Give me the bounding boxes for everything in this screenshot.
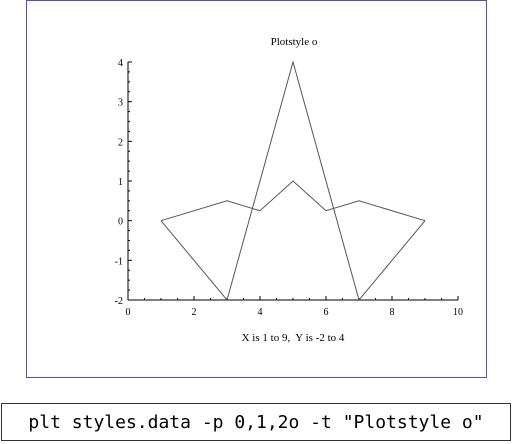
x-axis-ticks: 0 2 4 6 8 10 — [126, 296, 464, 318]
y-tick-label-0: 0 — [118, 217, 123, 228]
y-tick-label-2: 2 — [118, 137, 123, 148]
y-tick-label-3: 3 — [118, 98, 123, 109]
x-tick-label-4: 4 — [258, 307, 263, 318]
x-tick-label-10: 10 — [453, 307, 463, 318]
series-group — [161, 62, 425, 300]
x-tick-label-6: 6 — [324, 307, 329, 318]
series-line-1 — [161, 181, 425, 221]
x-tick-label-8: 8 — [390, 307, 395, 318]
chart: Plotstyle o 0 2 4 6 8 10 -2 -1 0 1 2 3 4 X is 1 to … — [0, 0, 516, 380]
command-text: plt styles.data -p 0,1,2o -t "Plotstyle … — [28, 412, 483, 433]
y-tick-label--2: -2 — [115, 296, 123, 307]
x-tick-label-2: 2 — [192, 307, 197, 318]
y-tick-label-1: 1 — [118, 177, 123, 188]
y-axis-ticks: -2 -1 0 1 2 3 4 — [115, 58, 132, 307]
y-tick-label-4: 4 — [118, 58, 123, 69]
x-tick-label-0: 0 — [126, 307, 131, 318]
y-tick-label--1: -1 — [115, 256, 123, 267]
x-axis-label: X is 1 to 9, Y is -2 to 4 — [242, 332, 345, 344]
chart-title: Plotstyle o — [271, 36, 318, 48]
command-box: plt styles.data -p 0,1,2o -t "Plotstyle … — [1, 403, 511, 441]
